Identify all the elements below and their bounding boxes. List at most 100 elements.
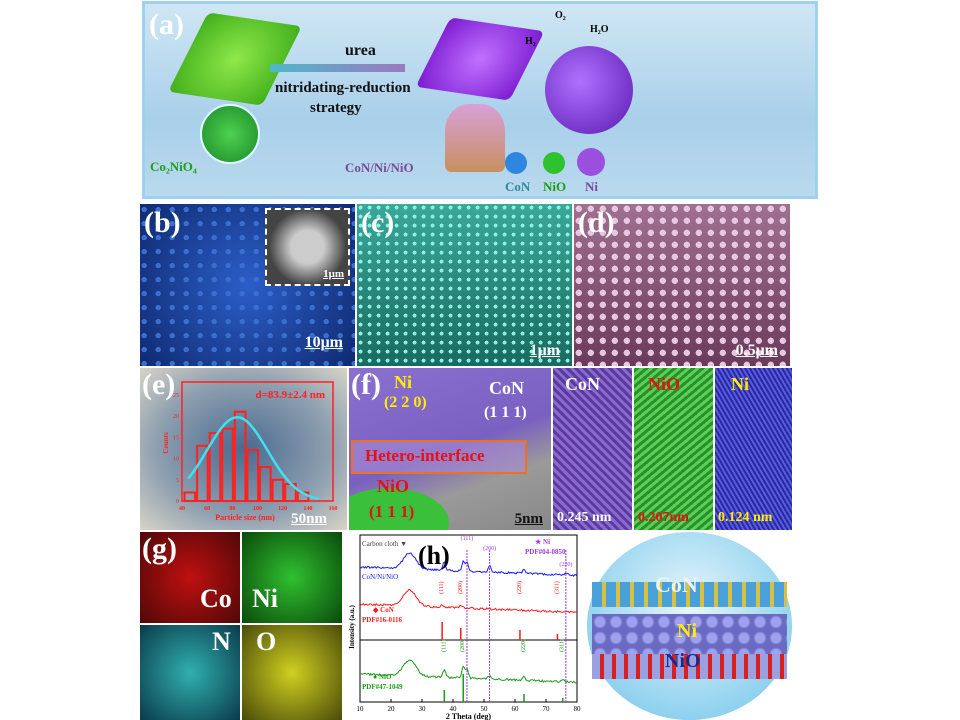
arrow-text-1: nitridating-reduction — [275, 80, 411, 96]
panel-d-sem: (d) 0.5μm — [574, 204, 790, 366]
coral-structure-image — [445, 104, 505, 172]
size-annotation: d=83.9±2.4 nm — [256, 389, 325, 401]
co2nio4-sphere-image — [200, 104, 260, 164]
ni-legend-label: Ni — [585, 179, 598, 194]
d-spacing: 0.124 nm — [718, 510, 773, 525]
panel-label: (i) — [589, 532, 618, 565]
y-tick: 25 — [173, 393, 179, 399]
lattice-label: NiO — [648, 374, 681, 394]
lattice-label: Ni — [731, 374, 749, 394]
x-tick: 50 — [481, 705, 489, 713]
con-legend-label: CoN — [505, 179, 531, 194]
x-axis-label: Particle size (nm) — [215, 513, 275, 522]
panel-i-model: (i) CoN Ni NiO — [587, 532, 792, 720]
layer-label: Ni — [677, 620, 697, 642]
panel-a-schematic: (a) Co₂NiO₄ urea nitridating-reduction s… — [142, 1, 818, 199]
con-label: CoN — [489, 378, 524, 398]
x-tick: 20 — [388, 705, 396, 713]
con-hkl: (200) — [457, 581, 464, 594]
ni-layer — [592, 614, 787, 654]
nio-legend-label: NiO — [543, 179, 567, 194]
y-tick: 5 — [176, 478, 179, 484]
element-label: Co — [200, 584, 232, 613]
sample-label: CoN/Ni/NiO — [362, 573, 398, 581]
x-axis-label: 2 Theta (deg) — [446, 712, 492, 720]
panel-label: (h) — [418, 541, 450, 570]
xrd-curve-con — [359, 588, 578, 614]
x-tick: 140 — [303, 506, 312, 512]
x-tick: 60 — [512, 705, 520, 713]
x-tick: 120 — [278, 506, 287, 512]
reaction-arrow — [270, 64, 405, 72]
con-ref-label: ◆ CoN — [372, 606, 394, 614]
histogram-chart: 40 60 80 100 120 140 160 0 5 10 15 20 25 Particle siz… — [162, 381, 338, 522]
layer-label: CoN — [655, 572, 698, 597]
con-legend-icon — [505, 152, 527, 174]
x-tick: 70 — [543, 705, 551, 713]
nio-legend-icon — [543, 152, 565, 174]
lattice-fringe-ni: Ni 0.124 nm — [715, 368, 792, 530]
inset-sem: 1μm — [265, 208, 350, 286]
arrow-text-2: strategy — [310, 100, 362, 116]
nio-layer — [592, 654, 787, 679]
scale-bar: 5nm — [514, 511, 543, 527]
urea-label: urea — [345, 42, 376, 59]
eds-map-n: N — [140, 625, 240, 720]
x-tick: 80 — [574, 705, 582, 713]
ni-ref-label: ★ Ni — [535, 538, 550, 546]
x-tick: 80 — [229, 506, 235, 512]
scale-bar: 0.5μm — [735, 342, 778, 359]
nio-hkl: (111) — [440, 639, 447, 652]
x-tick: 60 — [204, 506, 210, 512]
panel-e-tem-histogram: (e) 40 60 80 100 120 140 160 0 5 10 15 20 25 Particle… — [140, 368, 347, 530]
panel-b-sem: (b) 1μm 10μm — [140, 204, 355, 366]
histogram-bar — [271, 478, 285, 502]
con-hkl: (111) — [438, 581, 445, 594]
y-tick: 15 — [173, 435, 179, 441]
ni-hkl: (220) — [559, 561, 572, 568]
panel-label: (b) — [144, 206, 181, 239]
x-tick: 10 — [357, 705, 365, 713]
ni-legend-icon — [577, 148, 605, 176]
panel-label: (a) — [149, 8, 184, 41]
inset-scale-bar: 1μm — [323, 268, 344, 280]
ni-sphere-catalyst — [545, 46, 633, 134]
carbon-cloth-label: Carbon cloth ▼ — [362, 540, 407, 548]
x-tick: 40 — [179, 506, 185, 512]
con-pdf-label: PDF#16-0116 — [362, 616, 403, 624]
h2-label: H₂ — [525, 36, 536, 47]
d-spacing: 0.207nm — [638, 510, 689, 525]
panel-label: (d) — [578, 206, 615, 239]
y-axis-label: Counts — [162, 432, 170, 454]
xrd-curve-con-ni-nio — [359, 552, 578, 578]
panel-label: (g) — [142, 532, 177, 565]
y-axis-label: Intensity (a.u.) — [348, 604, 356, 648]
panel-label: (e) — [142, 368, 176, 401]
h2o-label: H₂O — [590, 24, 609, 35]
histogram-bar — [196, 444, 209, 502]
ni-label: Ni — [394, 372, 412, 392]
panel-f-hrtem: (f) Ni (2 2 0) CoN (1 1 1) Hetero-interf… — [349, 368, 551, 530]
eds-map-ni: Ni — [242, 532, 342, 623]
nio-label: NiO — [377, 476, 410, 496]
gaussian-fit — [187, 416, 320, 501]
scale-bar: 50nm — [291, 511, 327, 527]
nio-hkl: (220) — [520, 639, 527, 652]
plot-frame — [359, 534, 578, 703]
nio-hkl: (200) — [459, 639, 466, 652]
panel-h-xrd: 10 20 30 40 50 60 70 80 2 Theta (deg) Intensity (… — [345, 532, 585, 720]
con-hkl: (311) — [553, 581, 560, 594]
x-tick: 30 — [419, 705, 427, 713]
xrd-curve-nio — [359, 659, 578, 684]
nio-pdf-label: PDF#47-1049 — [362, 683, 403, 691]
ni-hkl: (111) — [461, 535, 474, 542]
layer-label: NiO — [665, 650, 701, 672]
nio-plane-label: (1 1 1) — [369, 502, 415, 521]
scale-bar: 10μm — [304, 334, 343, 351]
histogram-bar — [221, 427, 234, 502]
histogram-bar — [259, 466, 272, 502]
nio-ref-label: ● NiO — [373, 673, 392, 681]
d-spacing: 0.245 nm — [557, 510, 612, 525]
histogram-bar — [208, 432, 222, 502]
ni-hkl: (200) — [483, 545, 496, 552]
